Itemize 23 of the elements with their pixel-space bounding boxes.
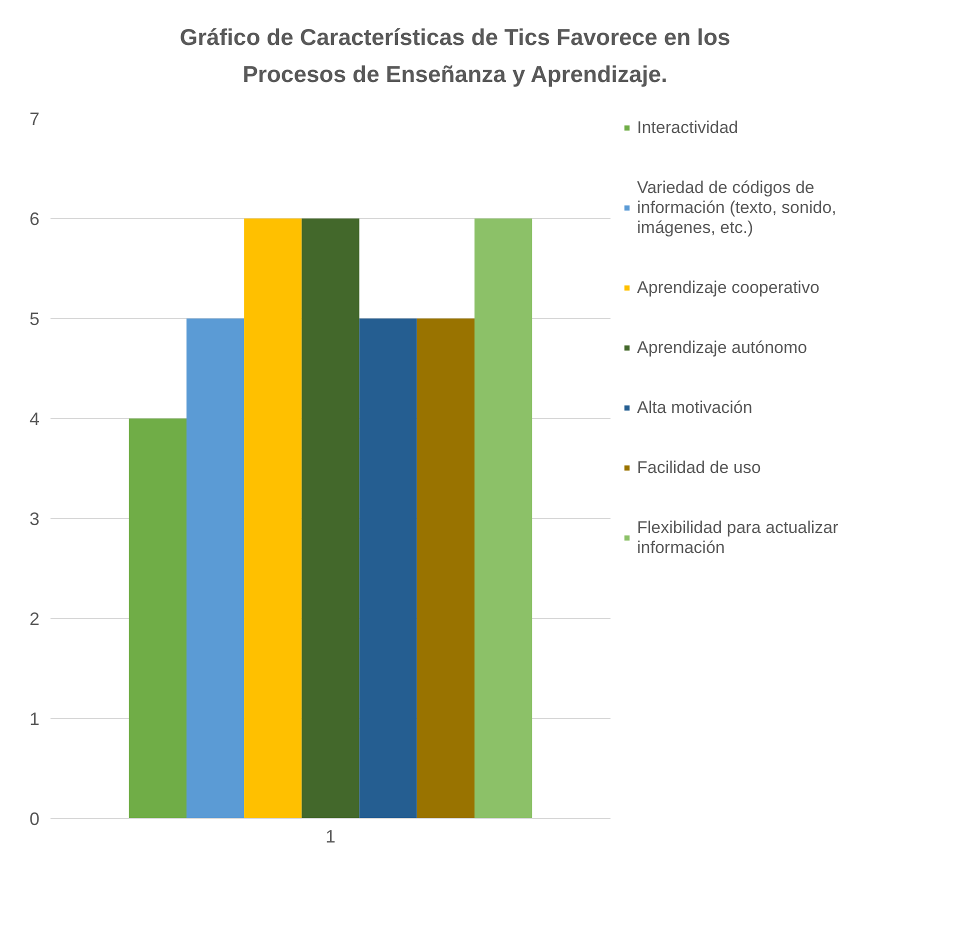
y-tick-label: 7 [29, 108, 40, 129]
chart-title: Gráfico de Características de Tics Favorece en los Procesos de Enseñanza y Aprendizaje. [178, 23, 732, 89]
y-tick-label: 3 [29, 508, 40, 529]
bar [302, 218, 360, 818]
legend-label: Facilidad de uso [637, 458, 761, 478]
y-tick-label: 2 [29, 608, 40, 629]
legend-label: Variedad de códigos de información (texto, sonido, imágenes, etc.) [637, 178, 836, 238]
y-tick-label: 0 [29, 808, 40, 829]
bar [186, 318, 244, 818]
y-tick-label: 1 [29, 708, 40, 729]
bar [359, 318, 417, 818]
y-tick-label: 5 [29, 308, 40, 329]
legend-label: Interactividad [637, 118, 738, 138]
bar [474, 218, 532, 818]
legend-label: Aprendizaje cooperativo [637, 278, 820, 298]
y-tick-label: 6 [29, 208, 40, 229]
legend-label: Flexibilidad para actualizar información [637, 518, 838, 558]
legend-label: Aprendizaje autónomo [637, 338, 808, 358]
bar [416, 318, 474, 818]
y-tick-label: 4 [29, 408, 40, 429]
bar [244, 218, 302, 818]
legend-label: Alta motivación [637, 398, 752, 418]
bar [128, 418, 186, 818]
